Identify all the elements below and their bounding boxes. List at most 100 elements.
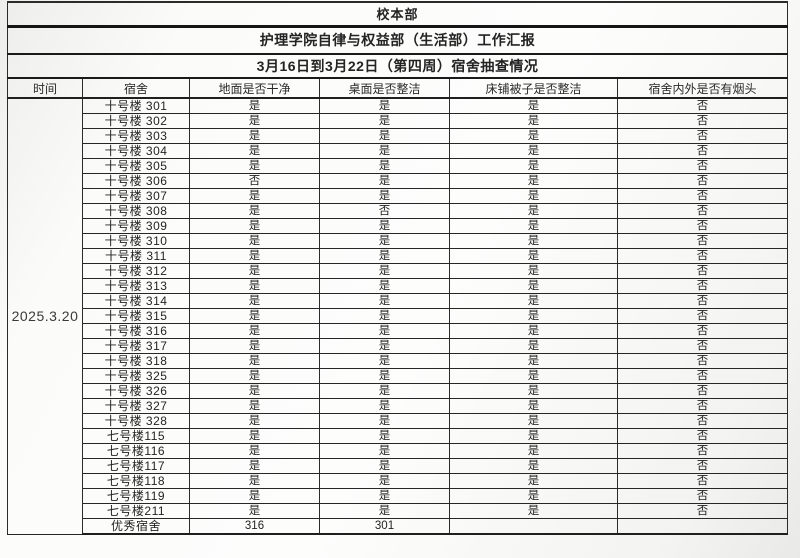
cigarette-cell: 否 — [616, 173, 789, 189]
cigarette-cell: 否 — [616, 398, 789, 414]
desk-tidy-cell: 是 — [319, 338, 450, 354]
desk-tidy-cell: 是 — [319, 218, 450, 234]
period-title: 3月16日到3月22日（第四周）宿舍抽查情况 — [6, 53, 789, 79]
floor-clean-cell: 是 — [189, 128, 320, 144]
desk-tidy-cell: 是 — [319, 368, 450, 384]
desk-tidy-cell: 是 — [319, 128, 450, 144]
cigarette-cell: 否 — [616, 458, 789, 474]
desk-tidy-cell: 是 — [319, 113, 450, 129]
bed-tidy-cell: 是 — [449, 113, 618, 129]
table-row: 十号楼 310 是 是 是 否 — [8, 233, 789, 249]
cigarette-cell: 否 — [616, 323, 789, 339]
inspection-date-cell: 2025.3.20 — [7, 97, 83, 535]
table-row: 十号楼 309 是 是 是 否 — [8, 218, 789, 234]
cigarette-cell: 否 — [616, 233, 789, 249]
desk-tidy-cell: 是 — [319, 278, 450, 294]
table-row: 十号楼 304 是 是 是 否 — [8, 143, 789, 159]
bed-tidy-cell: 是 — [449, 398, 618, 414]
table-row: 十号楼 327 是 是 是 否 — [8, 398, 789, 414]
table-row: 十号楼 308 是 否 是 否 — [8, 203, 789, 219]
floor-clean-cell: 是 — [189, 323, 320, 339]
bed-tidy-cell: 是 — [449, 308, 618, 324]
bed-tidy-cell: 是 — [449, 188, 618, 204]
room-cell: 十号楼 302 — [82, 113, 190, 129]
room-cell: 十号楼 313 — [82, 278, 190, 294]
bed-tidy-cell: 是 — [449, 233, 618, 249]
floor-clean-cell: 是 — [189, 278, 320, 294]
bed-tidy-cell: 是 — [449, 128, 618, 144]
col-header-cigarette: 宿舍内外是否有烟头 — [616, 77, 789, 99]
table-row: 十号楼 328 是 是 是 否 — [8, 413, 789, 429]
cigarette-cell: 否 — [616, 158, 789, 174]
room-cell: 七号楼211 — [82, 503, 190, 519]
bed-tidy-cell: 是 — [449, 293, 618, 309]
floor-clean-cell: 是 — [189, 473, 320, 489]
bed-tidy-cell: 是 — [449, 428, 618, 444]
dorm-inspection-table: 校本部 护理学院自律与权益部（生活部）工作汇报 3月16日到3月22日（第四周）… — [6, 1, 789, 535]
room-cell: 十号楼 314 — [82, 293, 190, 309]
desk-tidy-cell: 是 — [319, 413, 450, 429]
table-row: 十号楼 325 是 是 是 否 — [8, 368, 789, 384]
table-row: 十号楼 312 是 是 是 否 — [8, 263, 789, 279]
floor-clean-cell: 是 — [189, 398, 320, 414]
desk-tidy-cell: 是 — [319, 323, 450, 339]
desk-tidy-cell: 是 — [319, 233, 450, 249]
room-cell: 十号楼 309 — [82, 218, 190, 234]
room-cell: 七号楼116 — [82, 443, 190, 459]
desk-tidy-cell: 是 — [319, 458, 450, 474]
bed-tidy-cell: 是 — [449, 263, 618, 279]
bed-tidy-cell: 是 — [449, 278, 618, 294]
cigarette-cell: 否 — [616, 128, 789, 144]
col-header-time: 时间 — [7, 77, 83, 99]
room-cell: 十号楼 326 — [82, 383, 190, 399]
room-cell: 十号楼 310 — [82, 233, 190, 249]
floor-clean-cell: 是 — [189, 248, 320, 264]
desk-tidy-cell: 否 — [319, 203, 450, 219]
desk-tidy-cell: 是 — [319, 503, 450, 519]
floor-clean-cell: 是 — [189, 338, 320, 354]
cigarette-cell: 否 — [616, 368, 789, 384]
desk-tidy-cell: 是 — [319, 97, 450, 114]
table-row: 十号楼 326 是 是 是 否 — [8, 383, 789, 399]
col-header-floor-clean: 地面是否干净 — [189, 77, 320, 99]
desk-tidy-cell: 是 — [319, 158, 450, 174]
desk-tidy-cell: 是 — [319, 263, 450, 279]
floor-clean-cell: 是 — [189, 443, 320, 459]
desk-tidy-cell: 是 — [319, 398, 450, 414]
cigarette-cell: 否 — [616, 203, 789, 219]
floor-clean-cell: 是 — [189, 263, 320, 279]
cigarette-cell: 否 — [616, 278, 789, 294]
bed-tidy-cell: 是 — [449, 338, 618, 354]
table-row: 十号楼 316 是 是 是 否 — [8, 323, 789, 339]
table-row: 十号楼 302 是 是 是 否 — [8, 113, 789, 129]
floor-clean-cell: 是 — [189, 353, 320, 369]
table-row: 十号楼 317 是 是 是 否 — [8, 338, 789, 354]
room-cell: 优秀宿舍 — [82, 518, 190, 535]
floor-clean-cell: 316 — [189, 518, 320, 535]
floor-clean-cell: 是 — [189, 143, 320, 159]
bed-tidy-cell: 是 — [449, 203, 618, 219]
desk-tidy-cell: 是 — [319, 353, 450, 369]
desk-tidy-cell: 是 — [319, 428, 450, 444]
cigarette-cell: 否 — [616, 308, 789, 324]
desk-tidy-cell: 是 — [319, 248, 450, 264]
table-row: 十号楼 305 是 是 是 否 — [8, 158, 789, 174]
floor-clean-cell: 是 — [189, 458, 320, 474]
cigarette-cell: 否 — [616, 338, 789, 354]
cigarette-cell: 否 — [616, 97, 789, 114]
floor-clean-cell: 是 — [189, 188, 320, 204]
table-row: 七号楼115 是 是 是 否 — [8, 428, 789, 444]
cigarette-cell: 否 — [616, 473, 789, 489]
table-row: 十号楼 306 否 是 是 否 — [8, 173, 789, 189]
table-row: 七号楼116 是 是 是 否 — [8, 443, 789, 459]
floor-clean-cell: 是 — [189, 203, 320, 219]
bed-tidy-cell: 是 — [449, 97, 618, 114]
col-header-desk-tidy: 桌面是否整洁 — [319, 77, 450, 99]
bed-tidy-cell: 是 — [449, 488, 618, 504]
room-cell: 十号楼 327 — [82, 398, 190, 414]
bed-tidy-cell: 是 — [449, 143, 618, 159]
table-row: 十号楼 313 是 是 是 否 — [8, 278, 789, 294]
col-header-bed-tidy: 床铺被子是否整洁 — [449, 77, 618, 99]
cigarette-cell: 否 — [616, 413, 789, 429]
